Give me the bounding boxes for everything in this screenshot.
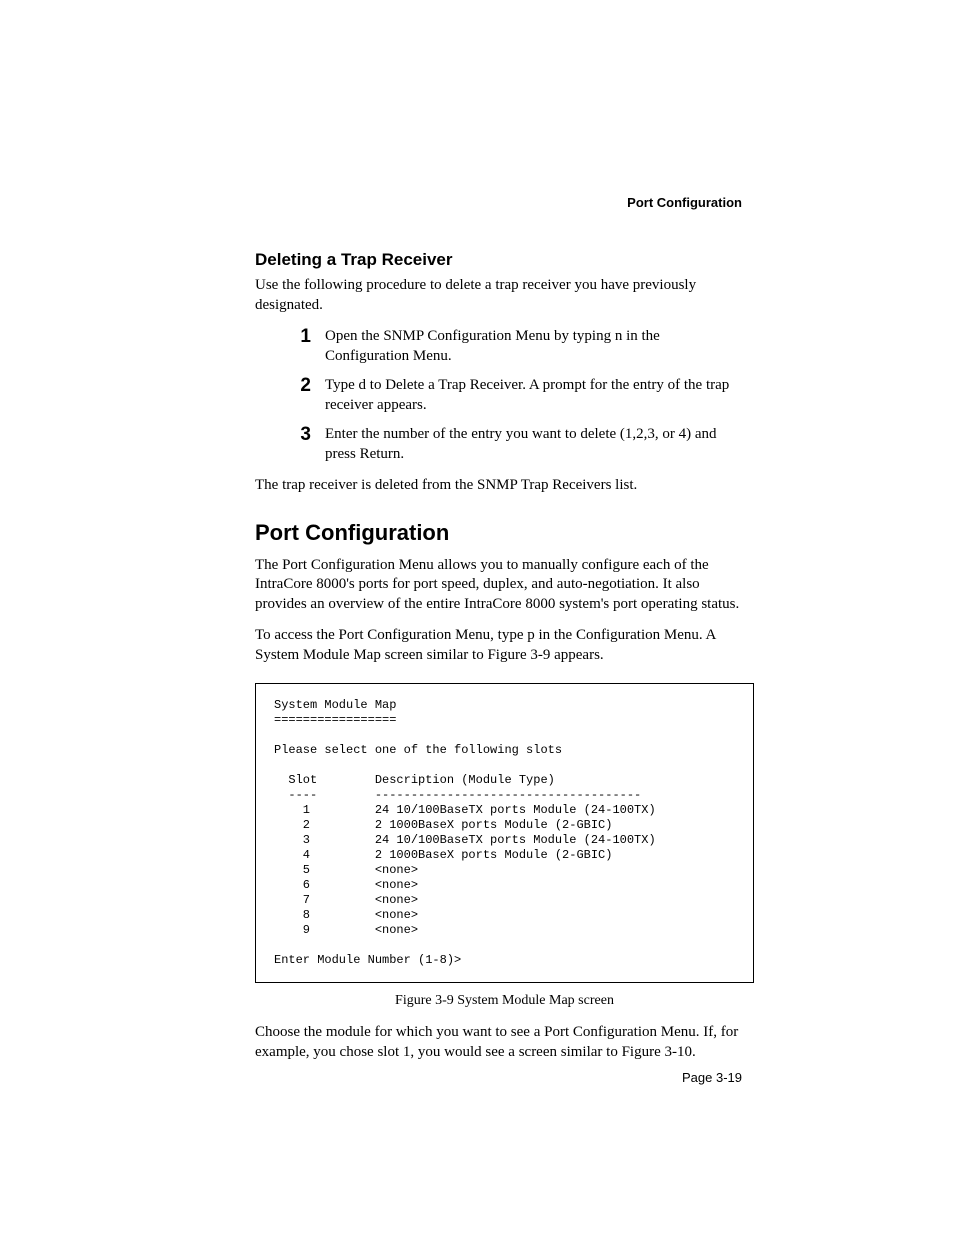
page-number: Page 3-19 xyxy=(682,1070,742,1085)
steps-list: 1 Open the SNMP Configuration Menu by ty… xyxy=(255,327,754,464)
port-config-p1: The Port Configuration Menu allows you t… xyxy=(255,556,754,615)
page: Port Configuration Deleting a Trap Recei… xyxy=(0,0,954,1235)
step-number: 2 xyxy=(255,376,325,397)
step: 3 Enter the number of the entry you want… xyxy=(255,425,754,464)
page-content: Deleting a Trap Receiver Use the followi… xyxy=(255,250,754,1062)
step: 2 Type d to Delete a Trap Receiver. A pr… xyxy=(255,376,754,415)
heading-deleting-trap: Deleting a Trap Receiver xyxy=(255,250,754,270)
step-number: 1 xyxy=(255,327,325,348)
heading-port-config: Port Configuration xyxy=(255,520,754,546)
step: 1 Open the SNMP Configuration Menu by ty… xyxy=(255,327,754,366)
step-text: Open the SNMP Configuration Menu by typi… xyxy=(325,327,754,366)
step-text: Enter the number of the entry you want t… xyxy=(325,425,754,464)
port-config-p3: Choose the module for which you want to … xyxy=(255,1023,754,1062)
step-number: 3 xyxy=(255,425,325,446)
closing-para: The trap receiver is deleted from the SN… xyxy=(255,476,754,496)
figure-caption: Figure 3-9 System Module Map screen xyxy=(255,993,754,1009)
step-text: Type d to Delete a Trap Receiver. A prom… xyxy=(325,376,754,415)
intro-para: Use the following procedure to delete a … xyxy=(255,276,754,315)
terminal-output: System Module Map ================= Plea… xyxy=(255,683,754,983)
running-head: Port Configuration xyxy=(627,195,742,210)
port-config-p2: To access the Port Configuration Menu, t… xyxy=(255,626,754,665)
